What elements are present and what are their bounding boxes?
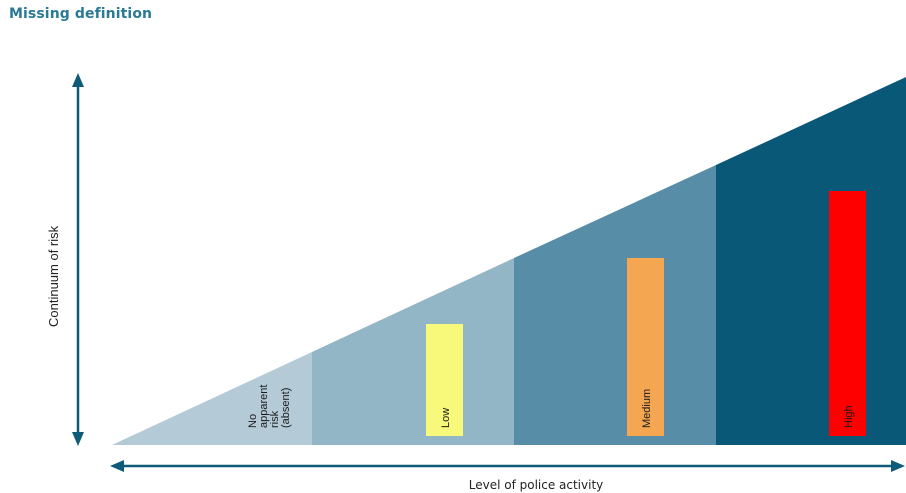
x-arrow-head-left bbox=[110, 460, 124, 472]
y-axis-label: Continuum of risk bbox=[46, 225, 61, 327]
absent-label-line-3: risk bbox=[269, 410, 281, 428]
diagram-title: Missing definition bbox=[9, 6, 153, 22]
absent-risk-label: No apparent risk (absent) bbox=[247, 382, 292, 429]
absent-label-line-1: No bbox=[247, 414, 259, 428]
x-arrow-head-right bbox=[891, 460, 905, 472]
y-arrow-head-up bbox=[72, 73, 84, 87]
x-axis-arrow bbox=[110, 460, 905, 472]
zone-medium bbox=[514, 165, 716, 445]
y-axis-arrow bbox=[72, 73, 84, 446]
low-risk-bar bbox=[426, 324, 463, 436]
medium-risk-label: Medium bbox=[641, 389, 653, 428]
low-risk-label: Low bbox=[440, 408, 452, 428]
zone-high bbox=[716, 77, 906, 445]
zone-low bbox=[312, 258, 514, 445]
y-arrow-head-down bbox=[72, 432, 84, 446]
high-risk-label: High bbox=[843, 405, 855, 428]
high-risk-bar bbox=[829, 191, 866, 436]
absent-label-line-2: apparent bbox=[258, 385, 270, 428]
absent-label-line-4: (absent) bbox=[280, 388, 292, 428]
medium-risk-bar bbox=[627, 258, 664, 436]
x-axis-label: Level of police activity bbox=[469, 478, 604, 492]
zone-absent bbox=[112, 352, 312, 445]
